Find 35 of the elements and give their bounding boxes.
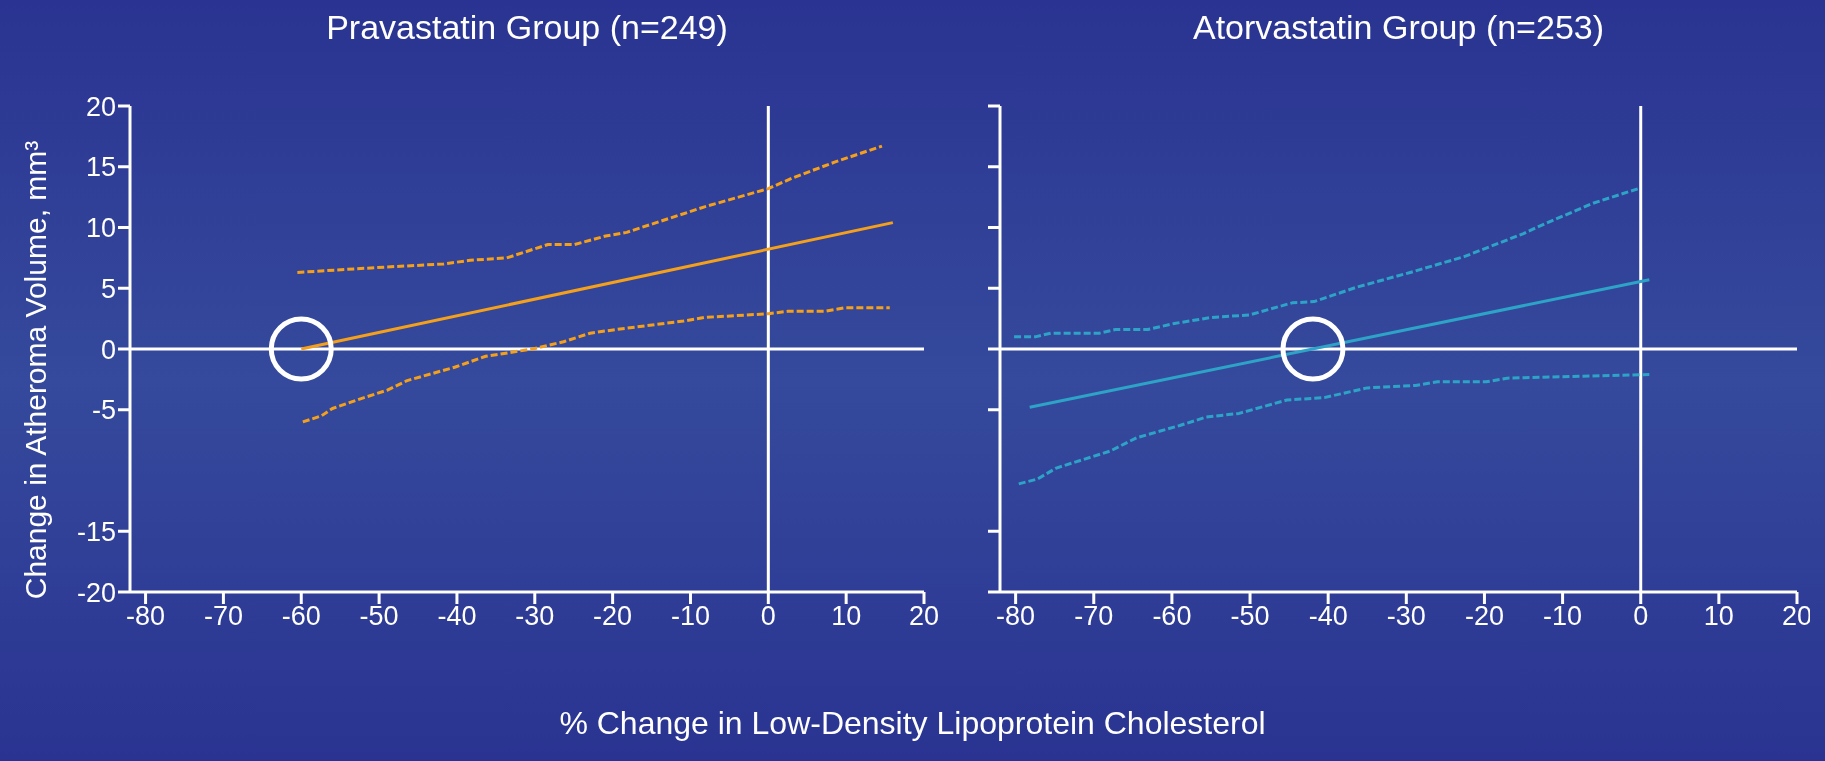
x-tick-label: -10 [1543,601,1583,632]
x-tick-label: 0 [1633,601,1649,632]
x-tick-label: -20 [593,601,633,632]
x-tick-label: -60 [281,601,321,632]
x-tick-label: -80 [996,601,1036,632]
x-tick-label: 0 [760,601,776,632]
x-tick-label: -50 [1230,601,1270,632]
y-tick-label: 20 [85,91,116,122]
x-axis-title: % Change in Low-Density Lipoprotein Cholesterol [558,705,1267,742]
x-tick-label: -80 [126,601,166,632]
line-series [295,144,884,274]
x-tick-label: 10 [1703,601,1734,632]
x-tick-label: 20 [908,601,940,632]
x-tick-label: -70 [1074,601,1114,632]
x-tick-label: -30 [1386,601,1426,632]
line-series [301,306,892,424]
y-tick-label: -15 [76,516,116,547]
y-tick-label: 0 [100,334,116,365]
x-tick-label: -50 [359,601,399,632]
chart-title: Pravastatin Group (n=249) [325,8,729,47]
x-tick-label: -70 [203,601,243,632]
x-tick-label: 10 [831,601,862,632]
y-tick-label: -20 [76,577,116,608]
x-tick-label: -60 [1152,601,1192,632]
y-tick-label: -5 [91,395,116,426]
x-tick-label: -10 [670,601,710,632]
x-tick-label: -40 [1308,601,1348,632]
x-tick-label: -30 [515,601,555,632]
chart-title: Atorvastatin Group (n=253) [1191,8,1606,47]
y-axis-title: Change in Atheroma Volume, mm³ [19,140,53,600]
x-tick-label: -40 [437,601,477,632]
y-tick-label: 15 [85,152,116,183]
y-tick-label: 10 [85,213,116,244]
y-tick-label: 5 [100,273,116,304]
x-tick-label: -20 [1464,601,1504,632]
